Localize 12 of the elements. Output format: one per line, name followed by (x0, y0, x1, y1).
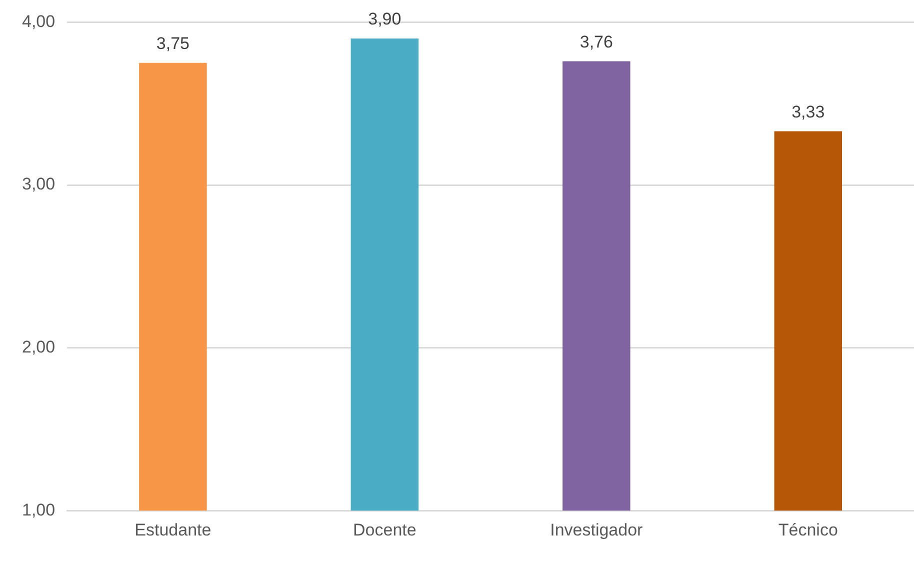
data-label: 3,76 (580, 32, 613, 52)
x-tick-label: Investigador (550, 520, 644, 540)
data-label: 3,33 (792, 102, 825, 122)
data-label: 3,90 (368, 10, 402, 29)
y-tick-label: 1,00 (22, 500, 56, 520)
y-tick-label: 3,00 (22, 174, 56, 194)
data-label: 3,75 (156, 34, 190, 54)
y-tick-label: 2,00 (22, 337, 56, 356)
y-tick-label: 4,00 (22, 12, 56, 31)
x-tick-label: Docente (353, 520, 416, 540)
x-tick-label: Estudante (134, 520, 212, 540)
x-tick-label: Técnico (778, 520, 838, 540)
